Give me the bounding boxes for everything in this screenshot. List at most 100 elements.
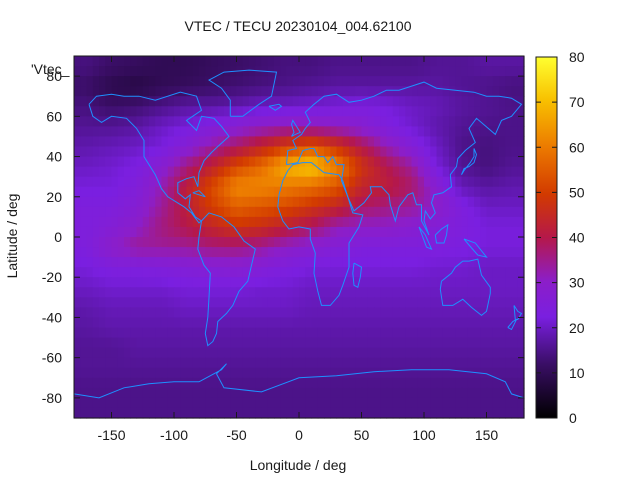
heat-cell bbox=[99, 76, 106, 87]
heat-cell bbox=[342, 267, 350, 278]
heat-cell bbox=[355, 397, 363, 409]
heat-cell bbox=[474, 156, 481, 168]
heat-cell bbox=[174, 106, 181, 117]
heat-cell bbox=[155, 347, 163, 359]
heat-cell bbox=[280, 176, 288, 188]
heat-cell bbox=[342, 257, 350, 268]
heat-cell bbox=[299, 397, 306, 409]
heat-cell bbox=[386, 146, 394, 158]
heat-cell bbox=[374, 287, 381, 298]
heat-cell bbox=[474, 397, 481, 409]
heat-cell bbox=[386, 367, 394, 379]
heat-cell bbox=[355, 66, 363, 77]
heat-cell bbox=[224, 407, 231, 419]
heat-cell bbox=[80, 216, 88, 228]
heat-cell bbox=[161, 66, 169, 77]
heat-cell bbox=[130, 237, 138, 248]
heat-cell bbox=[174, 116, 181, 127]
heat-cell bbox=[467, 247, 475, 258]
heat-cell bbox=[224, 126, 231, 138]
heat-cell bbox=[180, 277, 188, 288]
heat-cell bbox=[192, 397, 200, 409]
heat-cell bbox=[392, 206, 400, 218]
heat-cell bbox=[261, 257, 269, 268]
heat-cell bbox=[174, 226, 181, 238]
heat-cell bbox=[324, 367, 331, 379]
heat-cell bbox=[217, 96, 225, 107]
heat-cell bbox=[474, 287, 481, 298]
heat-cell bbox=[442, 337, 450, 349]
heat-cell bbox=[317, 106, 325, 117]
heat-cell bbox=[267, 317, 275, 329]
heat-cell bbox=[280, 206, 288, 218]
heat-cell bbox=[99, 56, 106, 67]
heat-cell bbox=[392, 387, 400, 399]
heat-cell bbox=[211, 56, 219, 67]
heat-cell bbox=[255, 176, 263, 188]
heat-cell bbox=[242, 257, 250, 268]
heat-cell bbox=[136, 196, 144, 208]
heat-cell bbox=[411, 307, 419, 319]
heat-cell bbox=[236, 136, 244, 148]
heat-cell bbox=[417, 317, 425, 329]
heat-cell bbox=[92, 76, 100, 87]
heat-cell bbox=[430, 247, 438, 258]
heat-cell bbox=[449, 186, 456, 198]
heat-cell bbox=[355, 317, 363, 329]
heat-cell bbox=[411, 196, 419, 208]
heat-cell bbox=[305, 387, 313, 399]
heat-cell bbox=[117, 126, 125, 138]
heat-cell bbox=[267, 186, 275, 198]
heat-cell bbox=[392, 297, 400, 308]
heat-cell bbox=[199, 287, 206, 298]
heat-cell bbox=[486, 196, 494, 208]
heat-cell bbox=[199, 377, 206, 389]
heat-cell bbox=[117, 216, 125, 228]
heat-cell bbox=[486, 357, 494, 369]
heat-cell bbox=[380, 216, 388, 228]
heat-cell bbox=[480, 156, 488, 168]
heat-cell bbox=[430, 367, 438, 379]
heat-cell bbox=[299, 106, 306, 117]
heat-cell bbox=[155, 247, 163, 258]
heat-cell bbox=[192, 307, 200, 319]
heat-cell bbox=[292, 247, 300, 258]
heat-cell bbox=[492, 337, 500, 349]
heat-cell bbox=[261, 347, 269, 359]
heat-cell bbox=[205, 377, 213, 389]
heat-cell bbox=[467, 136, 475, 148]
heat-cell bbox=[242, 106, 250, 117]
heat-cell bbox=[130, 156, 138, 168]
heat-cell bbox=[111, 357, 119, 369]
heat-cell bbox=[355, 116, 363, 127]
heat-cell bbox=[80, 327, 88, 339]
heat-cell bbox=[361, 186, 369, 198]
heat-cell bbox=[299, 237, 306, 248]
heat-cell bbox=[86, 327, 94, 339]
heat-cell bbox=[217, 287, 225, 298]
heat-cell bbox=[392, 66, 400, 77]
heat-cell bbox=[399, 176, 406, 188]
heat-cell bbox=[286, 226, 294, 238]
heat-cell bbox=[124, 297, 131, 308]
heat-cell bbox=[430, 106, 438, 117]
heat-cell bbox=[199, 196, 206, 208]
heat-cell bbox=[430, 96, 438, 107]
heat-cell bbox=[74, 377, 81, 389]
heat-cell bbox=[230, 337, 238, 349]
heat-cell bbox=[430, 146, 438, 158]
heat-cell bbox=[486, 76, 494, 87]
heat-cell bbox=[180, 267, 188, 278]
heat-cell bbox=[105, 387, 113, 399]
heat-cell bbox=[374, 347, 381, 359]
heat-cell bbox=[480, 317, 488, 329]
heat-cell bbox=[217, 257, 225, 268]
heat-cell bbox=[92, 96, 100, 107]
heat-cell bbox=[511, 357, 519, 369]
heat-cell bbox=[74, 257, 81, 268]
heat-cell bbox=[217, 347, 225, 359]
heat-cell bbox=[517, 136, 525, 148]
heat-cell bbox=[455, 407, 463, 419]
heat-cell bbox=[324, 66, 331, 77]
